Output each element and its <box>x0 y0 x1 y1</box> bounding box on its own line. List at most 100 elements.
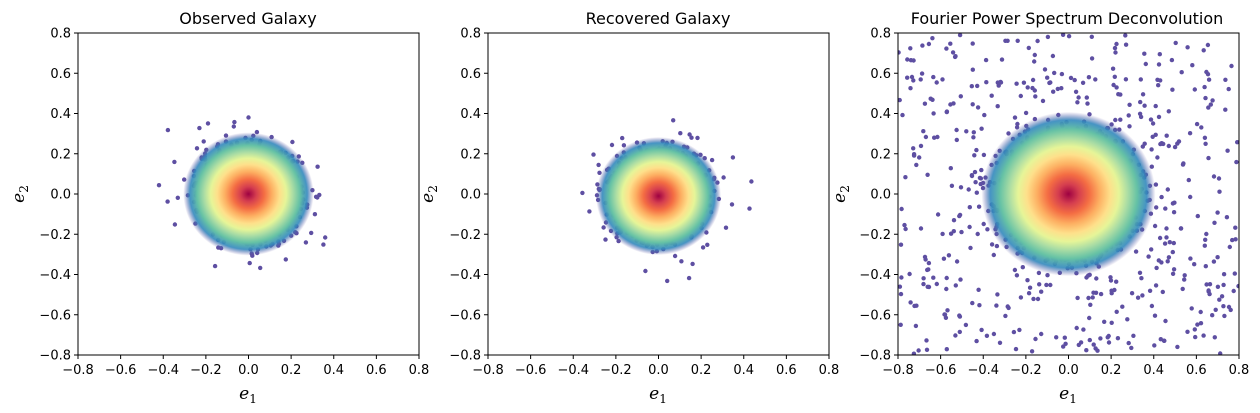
scatter-point <box>1193 334 1198 340</box>
scatter-point <box>1149 247 1154 252</box>
scatter-point <box>1229 63 1234 69</box>
y-tick-label: −0.2 <box>39 228 71 243</box>
scatter-point <box>1157 235 1163 241</box>
scatter-point <box>954 259 960 264</box>
scatter-point <box>924 338 929 343</box>
scatter-point <box>672 253 678 259</box>
scatter-point <box>975 231 980 237</box>
y-tick-label: 0.0 <box>50 188 71 203</box>
panel-recovered: Recovered Galaxy −0.8 −0.6 −0.4 −0.2 0.0 0.2 0… <box>418 9 839 406</box>
y-axis-label: e2 <box>830 185 852 203</box>
scatter-point <box>957 212 963 218</box>
scatter-point <box>1187 131 1193 136</box>
scatter-point <box>1199 125 1204 130</box>
scatter-point <box>1123 33 1128 38</box>
y-tick-label: 0.8 <box>460 27 481 42</box>
scatter-point <box>1165 259 1170 264</box>
scatter-point <box>1126 113 1131 118</box>
scatter-point <box>165 199 170 204</box>
scatter-point <box>949 183 955 188</box>
scatter-point <box>1227 244 1233 250</box>
scatter-point <box>1156 258 1162 263</box>
y-tick-label: −0.8 <box>859 349 891 364</box>
y-axis-label: e2 <box>9 185 31 203</box>
scatter-point <box>969 84 974 89</box>
x-tick-label: −0.4 <box>557 363 589 378</box>
scatter-point <box>1203 264 1209 269</box>
scatter-point <box>1127 102 1132 108</box>
y-tick-label: −0.6 <box>39 308 71 323</box>
x-axis-label: e1 <box>239 384 257 406</box>
scatter-point <box>247 260 252 266</box>
scatter-point <box>1012 267 1018 273</box>
scatter-point <box>1006 305 1011 311</box>
scatter-point <box>1163 318 1168 324</box>
scatter-point <box>925 172 930 177</box>
scatter-point <box>1217 189 1222 194</box>
scatter-point <box>984 333 990 338</box>
scatter-point <box>918 226 924 231</box>
x-tick-label: 0.6 <box>776 363 797 378</box>
scatter-point <box>907 271 912 277</box>
scatter-point <box>964 129 969 134</box>
scatter-point <box>312 212 318 217</box>
scatter-point <box>705 242 710 247</box>
scatter-point <box>899 206 904 212</box>
scatter-point <box>1207 282 1213 287</box>
scatter-point <box>1202 84 1207 90</box>
scatter-point <box>1180 286 1185 292</box>
y-tick-label: −0.4 <box>449 268 481 283</box>
scatter-point <box>1112 287 1117 293</box>
scatter-point <box>1029 349 1035 354</box>
scatter-point <box>1072 77 1077 83</box>
scatter-point <box>665 278 670 284</box>
scatter-point <box>1140 92 1146 97</box>
scatter-point <box>1075 295 1080 301</box>
scatter-point <box>1075 100 1080 105</box>
scatter-point <box>1085 101 1090 106</box>
scatter-point <box>1112 74 1118 80</box>
x-tick-label: −0.6 <box>515 363 547 378</box>
scatter-point <box>1045 75 1050 80</box>
scatter-point <box>957 329 962 335</box>
scatter-point <box>1088 302 1093 307</box>
scatter-point <box>966 187 971 192</box>
scatter-point <box>1221 282 1226 288</box>
scatter-point <box>1207 291 1212 297</box>
scatter-point <box>970 102 975 107</box>
scatter-point <box>1206 105 1211 110</box>
scatter-point <box>953 283 958 288</box>
y-tick-label: −0.8 <box>449 349 481 364</box>
scatter-point <box>958 185 964 190</box>
scatter-point <box>1203 237 1208 242</box>
scatter-point <box>1156 83 1161 88</box>
scatter-points <box>580 118 754 284</box>
scatter-point <box>1109 291 1114 296</box>
scatter-point <box>931 275 936 280</box>
x-axis-ticks: −0.8 −0.6 −0.4 −0.2 0.0 0.2 0.4 0.6 0.8 <box>62 355 429 378</box>
scatter-point <box>931 74 936 80</box>
scatter-point <box>1102 319 1107 324</box>
scatter-point <box>970 300 975 306</box>
scatter-point <box>1166 109 1172 114</box>
scatter-point <box>1137 270 1143 275</box>
x-tick-label: −0.2 <box>1010 363 1042 378</box>
scatter-point <box>908 46 913 51</box>
scatter-point <box>921 276 926 281</box>
scatter-point <box>982 112 987 118</box>
scatter-point <box>898 322 903 327</box>
x-tick-label: −0.8 <box>882 363 914 378</box>
scatter-point <box>908 58 914 63</box>
x-tick-label: 0.4 <box>733 363 754 378</box>
scatter-point <box>1173 40 1178 46</box>
scatter-point <box>1015 121 1020 127</box>
scatter-point <box>1050 53 1056 59</box>
scatter-point <box>1203 95 1208 101</box>
x-tick-label: −0.6 <box>105 363 137 378</box>
scatter-point <box>1054 335 1059 340</box>
scatter-point <box>979 126 984 131</box>
scatter-point <box>922 101 928 106</box>
scatter-point <box>898 291 904 297</box>
scatter-point <box>978 181 983 187</box>
scatter-point <box>903 175 908 180</box>
